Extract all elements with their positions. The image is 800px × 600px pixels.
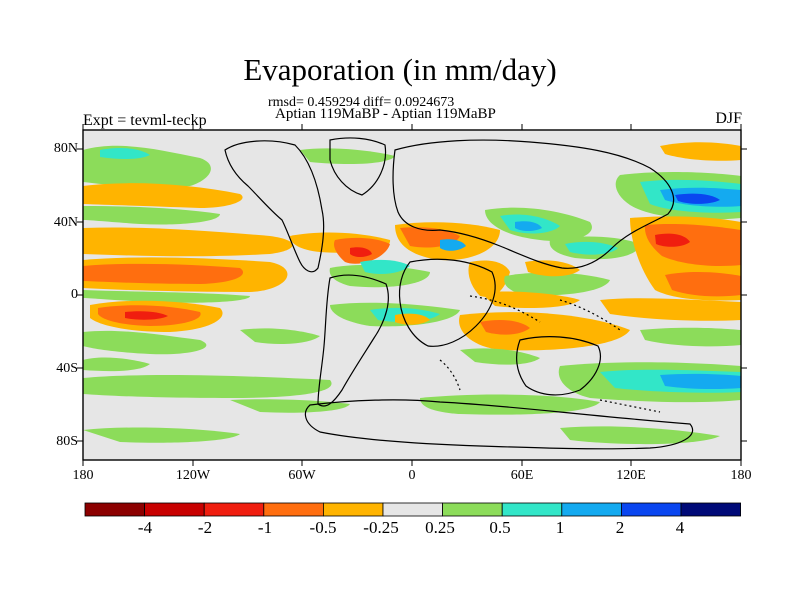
stats-line: rmsd= 0.459294 diff= 0.0924673 [268, 95, 455, 110]
contour-patch [100, 147, 150, 160]
coastline-antarctica [304, 399, 694, 450]
lon-label-120w: 120W [175, 468, 211, 483]
contour-patch [83, 290, 250, 303]
subtitle: Aptian 119MaBP - Aptian 119MaBP [275, 106, 496, 122]
lat-ticks [77, 148, 747, 442]
colorbar-label-8: 1 [555, 518, 565, 537]
contour-patch [230, 399, 350, 413]
colorbar-label-1: -4 [137, 518, 153, 537]
coastline-islands [439, 295, 661, 413]
colorbar-label-4: -0.5 [309, 518, 337, 537]
lon-label-180w: 180 [72, 468, 94, 483]
contour-patch [83, 206, 220, 225]
colorbar-swatch [621, 502, 682, 517]
colorbar-swatch [322, 502, 384, 517]
contour-patch [480, 320, 530, 335]
contour-patch [660, 373, 741, 390]
coastline-greenland [329, 137, 387, 196]
coastline-africa [398, 258, 496, 347]
lon-label-0: 0 [408, 468, 416, 483]
contour-patch [350, 247, 372, 257]
contour-patch [480, 291, 580, 308]
contour-patch [504, 272, 610, 296]
contour-patch [83, 357, 150, 372]
colorbar-swatch [84, 502, 145, 517]
lat-label-40s: 40S [56, 361, 78, 376]
contour-patch [655, 233, 690, 247]
colorbar-label-5: -0.25 [363, 518, 399, 537]
colorbar-swatch [442, 502, 503, 517]
lat-label-40n: 40N [53, 215, 78, 230]
contour-patch [675, 193, 720, 204]
contour-patch [83, 263, 244, 284]
colorbar-label-10: 4 [675, 518, 685, 537]
colorbar-swatch [561, 502, 622, 517]
map-title: Evaporation (in mm/day) [243, 52, 557, 87]
contour-patch [515, 221, 542, 231]
contour-patch [360, 259, 410, 274]
coastlines [224, 137, 694, 450]
contour-patch [600, 298, 741, 321]
lon-label-120e: 120E [616, 468, 646, 483]
colorbar [84, 502, 741, 517]
colorbar-swatch [382, 502, 443, 517]
lon-ticks [82, 124, 742, 466]
lat-label-80n: 80N [53, 141, 78, 156]
season-label: DJF [715, 110, 742, 127]
colorbar-swatch [144, 502, 205, 517]
contour-patch [660, 142, 741, 161]
lon-label-60e: 60E [510, 468, 534, 483]
contour-patch [525, 260, 580, 277]
contour-patch [83, 374, 332, 398]
colorbar-label-7: 0.5 [489, 518, 511, 537]
colorbar-swatch [501, 502, 563, 517]
contour-patch [460, 348, 540, 365]
coastline-north-america [224, 140, 325, 273]
contour-patch [83, 183, 243, 208]
coastline-south-america [317, 274, 389, 407]
experiment-label: Expt = tevml-teckp [83, 112, 207, 129]
coastline-eurasia [392, 139, 675, 269]
coastline-india-australia [516, 336, 601, 396]
colorbar-label-9: 2 [615, 518, 625, 537]
contour-patch [300, 148, 395, 164]
contour-patch [665, 272, 741, 297]
contour-patch [468, 260, 510, 297]
contour-patch [420, 394, 600, 415]
colorbar-swatch [263, 502, 324, 517]
contour-patch [83, 330, 207, 355]
lon-label-60w: 60W [288, 468, 316, 483]
colorbar-swatch [680, 502, 741, 517]
colorbar-swatch [203, 502, 265, 517]
contour-patch [440, 239, 466, 251]
contour-patch [83, 427, 240, 443]
contour-patch [83, 227, 293, 257]
contour-patch [125, 311, 168, 320]
evaporation-field [83, 130, 741, 460]
contour-patch [565, 241, 618, 255]
colorbar-label-2: -2 [197, 518, 213, 537]
colorbar-label-3: -1 [257, 518, 273, 537]
contour-patch [560, 426, 720, 445]
contour-patch [640, 327, 741, 347]
colorbar-label-6: 0.25 [425, 518, 455, 537]
lat-label-eq: 0 [71, 287, 78, 302]
lon-label-180e: 180 [730, 468, 752, 483]
lat-label-80s: 80S [56, 434, 78, 449]
contour-patch [240, 328, 320, 344]
